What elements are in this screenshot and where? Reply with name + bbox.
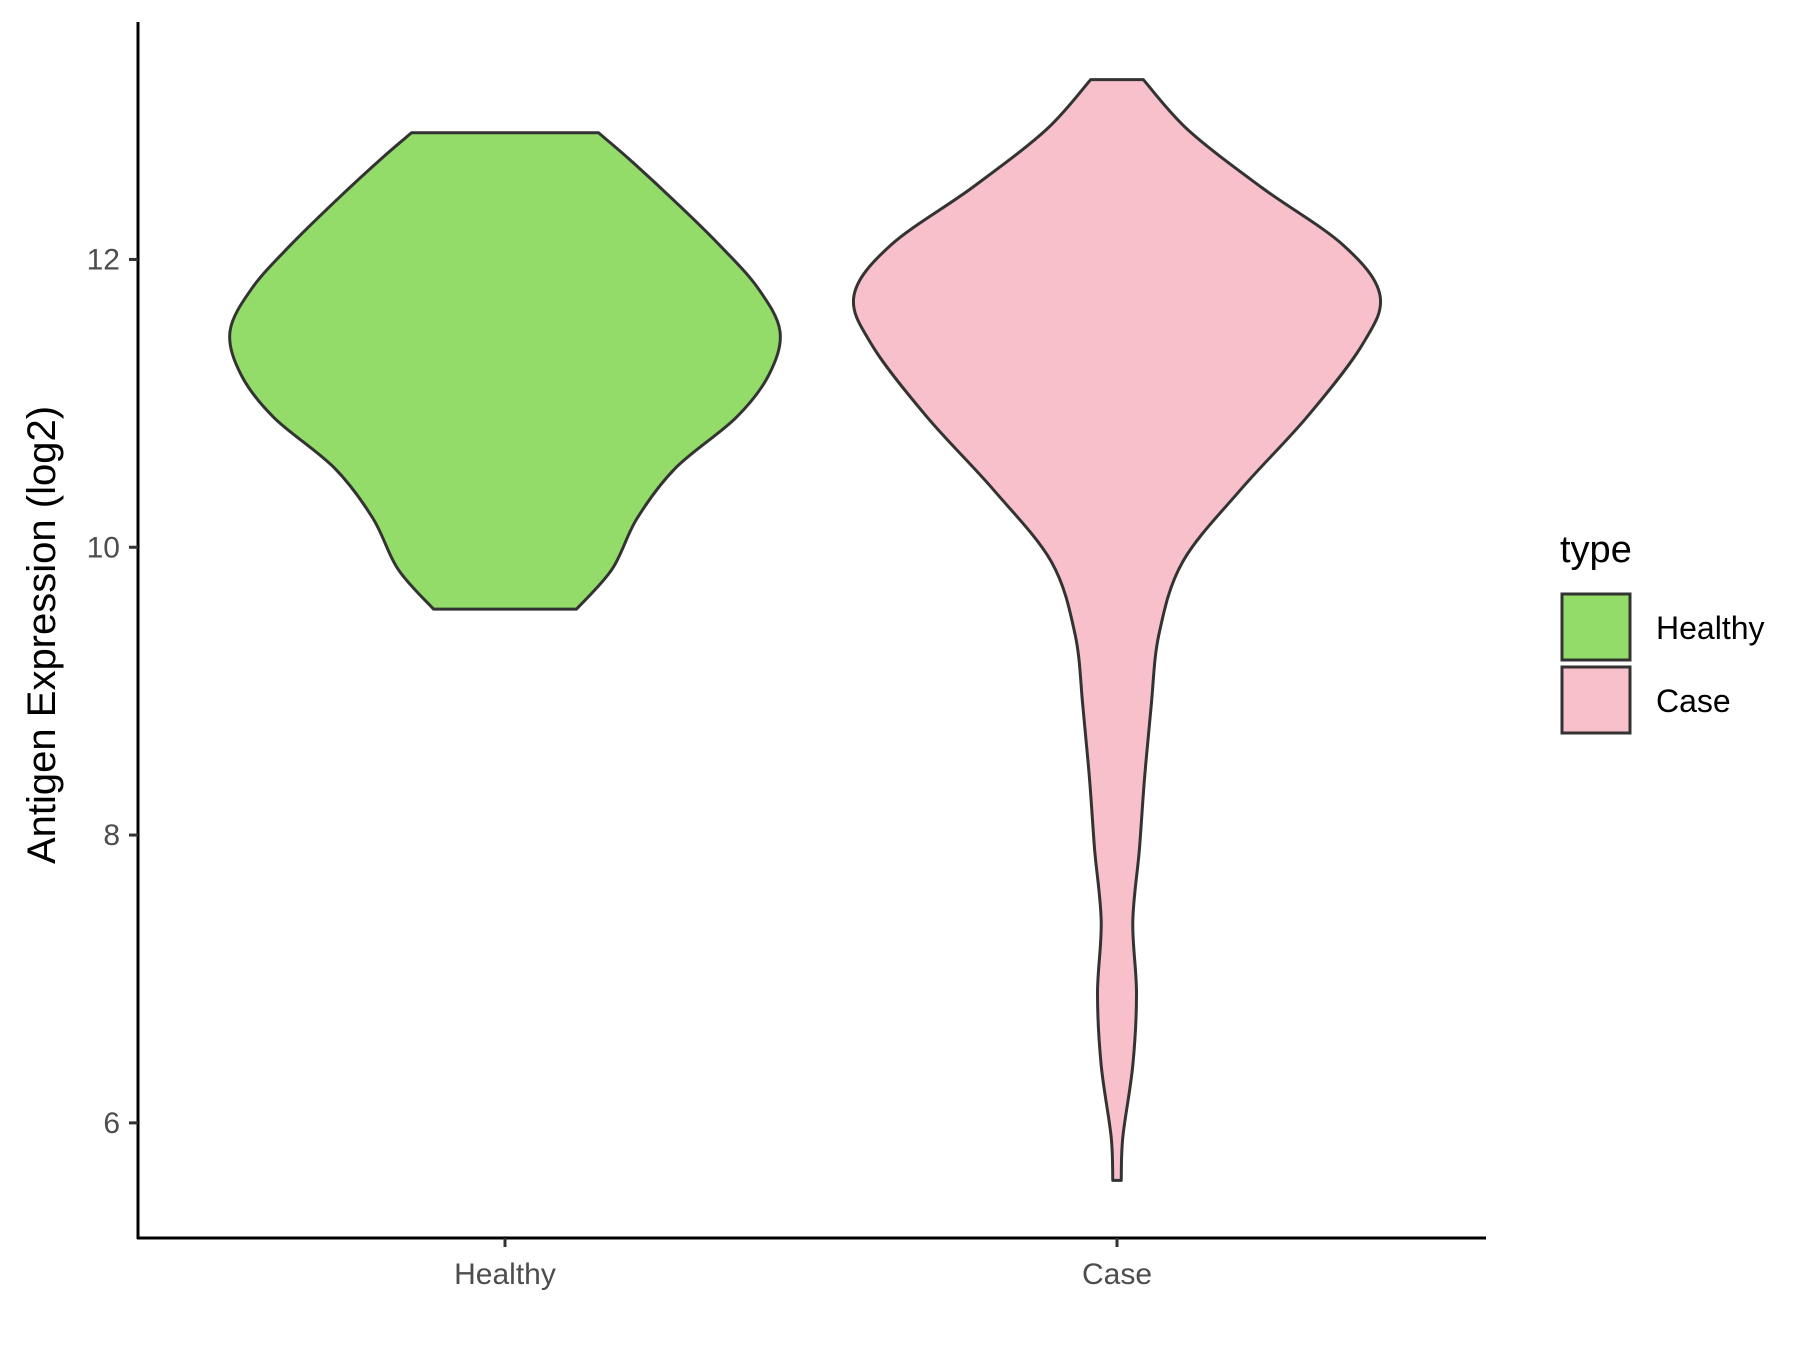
legend-swatch-case [1560,665,1632,735]
x-tick-label: Case [1082,1258,1152,1291]
legend-label-case: Case [1656,683,1731,719]
y-axis-title: Antigen Expression (log2) [20,406,64,864]
legend-swatch-healthy [1560,592,1632,662]
violin-healthy [228,131,782,611]
axes-layer: 6 8 10 12 Healthy Case [87,22,1486,1291]
x-tick-label: Healthy [454,1258,556,1291]
y-tick-label: 12 [87,243,120,276]
violin-case [851,78,1383,1182]
y-ticks: 6 8 10 12 [87,243,138,1140]
y-tick-label: 6 [103,1107,120,1140]
violin-layer [228,78,1383,1182]
legend-title: type [1560,529,1632,571]
legend-label-healthy: Healthy [1656,610,1765,646]
x-ticks: Healthy Case [454,1238,1152,1291]
y-tick-label: 8 [103,819,120,852]
legend: type Healthy Case [1560,529,1765,735]
y-tick-label: 10 [87,531,120,564]
